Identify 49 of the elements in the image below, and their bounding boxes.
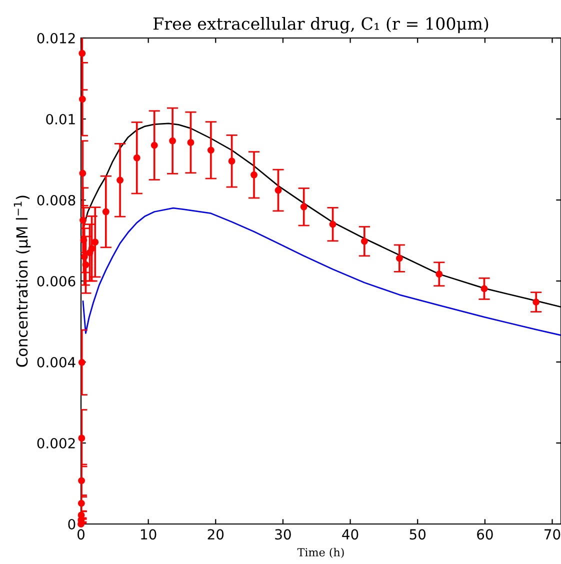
point (79, 170, 86, 177)
chart-title: Free extracellular drug, C₁ (r = 100μm) (153, 17, 488, 34)
point (300, 203, 308, 210)
x-tick-label: 10 (141, 529, 156, 540)
point (329, 220, 336, 228)
point (116, 176, 124, 184)
point (78, 434, 86, 442)
point (187, 139, 194, 146)
point (78, 500, 85, 507)
x-tick-label: 50 (410, 529, 426, 540)
y-tick-label: 0 (68, 518, 76, 530)
point (207, 146, 214, 154)
point (78, 358, 86, 366)
point (80, 253, 88, 260)
x-tick-label: 20 (208, 529, 224, 540)
y-tick-label: 0.006 (37, 276, 76, 286)
x-tick-label: 30 (275, 529, 291, 540)
y-tick-label: 0.004 (37, 356, 76, 368)
point (92, 238, 99, 246)
line-series (82, 207, 561, 336)
point (78, 50, 86, 57)
point (396, 254, 403, 262)
point (228, 158, 236, 165)
point (88, 245, 96, 252)
point (78, 96, 86, 103)
point (82, 261, 90, 268)
point (102, 208, 110, 216)
point (274, 186, 282, 194)
y-tick-label: 0.01 (46, 114, 75, 124)
x-axis-title: Time (h) (297, 548, 344, 558)
point (532, 298, 540, 306)
y-axis-title: Concentration (μM l$^{−1}$) (14, 196, 31, 367)
y-tick-label: 0.002 (37, 438, 75, 448)
x-tick-label: 40 (342, 529, 358, 540)
point (133, 154, 140, 162)
point (360, 238, 368, 245)
x-tick-label: 70 (544, 529, 560, 540)
x-tick-label: 0 (77, 529, 84, 540)
point (250, 171, 258, 178)
x-tick-label: 60 (477, 529, 493, 540)
point (80, 216, 86, 224)
point (169, 137, 176, 144)
point (150, 142, 158, 149)
point (436, 270, 443, 278)
point (78, 477, 86, 484)
point (80, 236, 88, 244)
y-tick-label: 0.008 (37, 194, 76, 206)
y-tick-label: 0.012 (37, 32, 75, 44)
point (480, 285, 488, 292)
